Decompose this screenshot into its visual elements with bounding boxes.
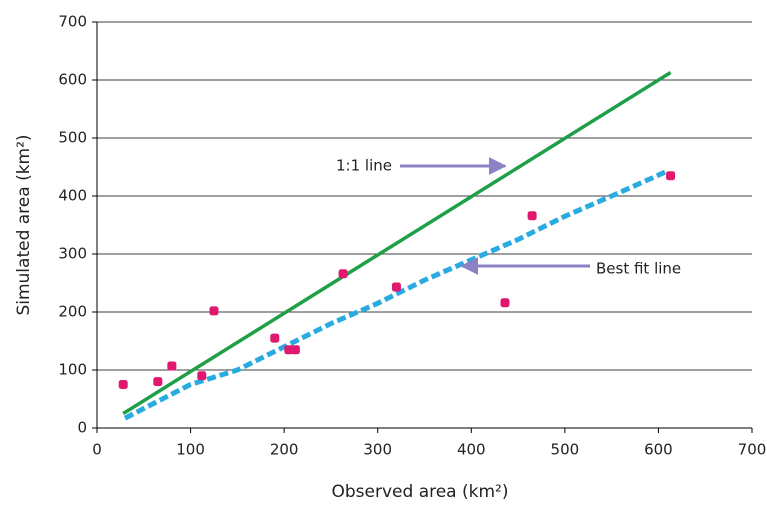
x-tick-label: 600: [644, 441, 673, 459]
point: [666, 171, 676, 181]
point: [527, 211, 537, 221]
point: [118, 380, 128, 389]
y-tick-label: 0: [77, 419, 87, 437]
x-tick-label: 500: [551, 441, 580, 459]
point: [197, 371, 207, 381]
point: [153, 377, 163, 387]
y-tick-label: 200: [58, 303, 87, 321]
point: [500, 298, 510, 308]
point: [290, 345, 300, 355]
point: [270, 333, 280, 343]
x-tick-label: 700: [738, 441, 767, 459]
y-tick-label: 300: [58, 245, 87, 263]
point: [167, 361, 177, 371]
series-line: [123, 169, 666, 421]
x-tick-label: 100: [176, 441, 205, 459]
annotation: Best fit line: [596, 260, 681, 278]
x-tick-label: 300: [363, 441, 392, 459]
x-tick-label: 400: [457, 441, 486, 459]
y-tick-label: 600: [58, 71, 87, 89]
y-tick-label: 700: [58, 13, 87, 31]
x-axis-label: Observed area (km²): [332, 482, 509, 502]
x-tick-label: 200: [270, 441, 299, 459]
x-tick-label: 0: [92, 441, 102, 459]
point: [209, 306, 219, 316]
point: [391, 282, 401, 292]
point: [338, 269, 348, 279]
y-tick-label: 100: [58, 361, 87, 379]
series-line: [122, 70, 672, 415]
y-axis-label: Simulated area (km²): [14, 134, 34, 315]
annotation: 1:1 line: [336, 157, 392, 175]
y-tick-label: 400: [58, 187, 87, 205]
y-tick-label: 500: [58, 129, 87, 147]
